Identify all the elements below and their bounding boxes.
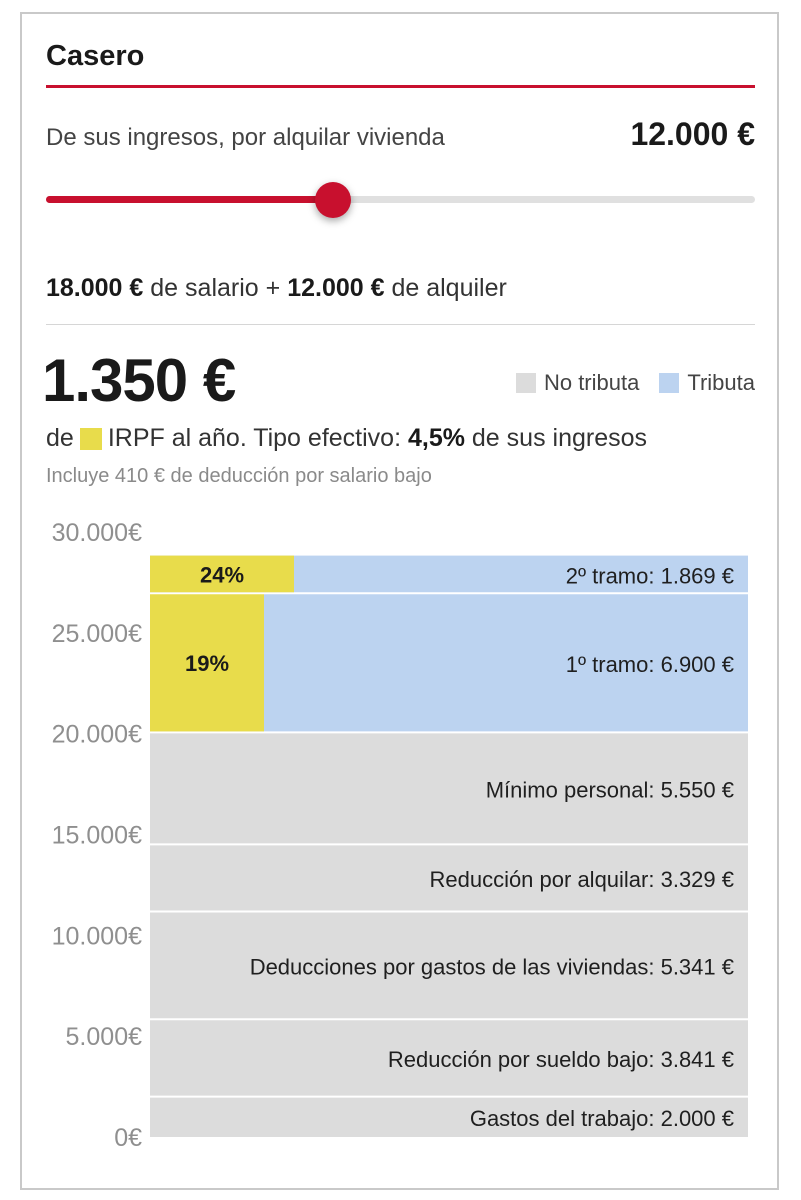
segment-label: Reducción por alquilar: 3.329 € [429,867,734,892]
tax-bracket-chart: 0€ 5.000€ 10.000€ 15.000€ 20.000€ 25.000€ 30.0… [52,519,748,1152]
summary-irpf-text: IRPF al año. Tipo efectivo: [107,424,402,452]
legend-swatch-no-tributa [515,373,536,393]
y-tick-label: 30.000€ [52,519,142,547]
summary-suffix: de sus ingresos [471,424,648,452]
bar-segment [150,844,748,912]
title-underline [46,85,755,88]
legend-item-tributa: Tributa [659,370,755,396]
slider-label: De sus ingresos, por alquilar vivienda [46,124,445,151]
rate-label: 24% [200,562,244,587]
irpf-segment [150,555,294,593]
salary-text: de salario + [150,274,281,302]
irpf-summary: de IRPF al año. Tipo efectivo: 4,5% de s… [46,424,647,453]
y-tick-label: 5.000€ [66,1023,143,1051]
segment-label: Gastos del trabajo: 2.000 € [470,1106,734,1131]
slider-value: 12.000 € [630,116,755,152]
slider-fill [46,196,334,203]
card-title: Casero [46,40,145,72]
segment-label: Mínimo personal: 5.550 € [486,777,734,802]
irpf-segment [150,593,264,732]
salary-amount: 18.000 € [46,274,144,302]
rent-amount: 12.000 € [287,274,385,302]
irpf-color-swatch [79,427,102,450]
bar-segment [150,1096,748,1137]
y-tick-label: 15.000€ [52,822,142,850]
divider [46,324,755,325]
income-breakdown: 18.000 € de salario + 12.000 € de alquil… [46,274,507,303]
effective-rate: 4,5% [407,424,465,452]
legend: No tributa Tributa [515,370,755,396]
irpf-total: 1.350 € [42,347,236,414]
segment-label: 2º tramo: 1.869 € [566,563,734,588]
summary-prefix: de [46,424,74,452]
slider-thumb[interactable] [315,182,352,218]
y-tick-label: 20.000€ [52,721,142,749]
rate-label: 19% [185,651,229,676]
legend-item-no-tributa: No tributa [515,370,640,396]
rent-income-slider[interactable] [46,182,755,218]
bar-segment [150,911,748,1020]
legend-label-tributa: Tributa [687,370,755,395]
y-tick-label: 10.000€ [52,922,142,950]
y-tick-label: 0€ [114,1124,142,1152]
bar-segment [150,732,748,845]
deduction-note: Incluye 410 € de deducción por salario b… [46,465,432,487]
slider-track[interactable] [46,196,755,203]
y-tick-label: 25.000€ [52,620,142,648]
legend-label-no-tributa: No tributa [543,370,640,395]
segment-label: Deducciones por gastos de las viviendas:… [250,954,734,979]
segment-label: 1º tramo: 6.900 € [566,652,734,677]
bar-segment [150,1019,748,1097]
legend-swatch-tributa [659,373,680,393]
segment-label: Reducción por sueldo bajo: 3.841 € [388,1047,734,1072]
rent-text: de alquiler [391,274,507,302]
